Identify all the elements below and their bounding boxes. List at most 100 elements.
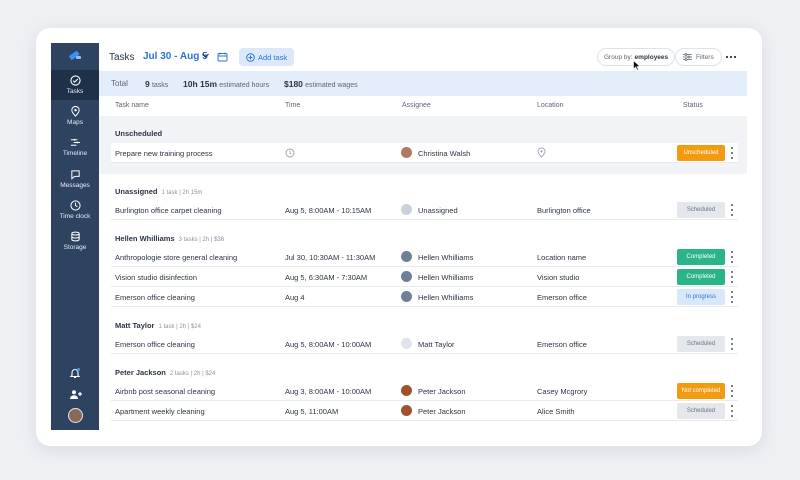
- check-circle-icon: [69, 75, 81, 86]
- row-menu-button[interactable]: [728, 147, 736, 159]
- status-badge[interactable]: In progress: [677, 289, 725, 305]
- clock-icon[interactable]: [285, 148, 295, 158]
- profile-button[interactable]: [65, 405, 85, 425]
- row-menu-button[interactable]: [728, 204, 736, 216]
- table-row[interactable]: Anthropologie store general cleaning Jul…: [111, 247, 738, 267]
- task-time: Aug 4: [285, 293, 305, 302]
- task-location: Casey Mcgrory: [537, 387, 588, 396]
- assignee-name: Peter Jackson: [418, 387, 466, 396]
- row-menu-button[interactable]: [728, 405, 736, 417]
- window-frame: Tasks Maps Timeline Messages Time clock …: [36, 28, 762, 446]
- column-header-status[interactable]: Status: [683, 102, 703, 109]
- main-panel: Tasks Jul 30 - Aug 5 Add task Group by: …: [99, 43, 747, 430]
- bell-icon: [69, 367, 81, 379]
- column-header-assignee[interactable]: Assignee: [402, 102, 431, 109]
- task-location: Emerson office: [537, 340, 587, 349]
- location-pin-icon[interactable]: [537, 147, 546, 158]
- avatar: [67, 407, 83, 423]
- avatar: [401, 271, 412, 282]
- chevron-down-icon[interactable]: [201, 51, 210, 60]
- table-row[interactable]: Emerson office cleaning Aug 5, 8:00AM - …: [111, 334, 738, 354]
- avatar: [401, 385, 412, 396]
- sidebar-item-tasks[interactable]: Tasks: [51, 70, 99, 100]
- task-time: Aug 3, 8:00AM - 10:00AM: [285, 387, 372, 396]
- status-badge[interactable]: Not completed: [677, 383, 725, 399]
- map-pin-icon: [70, 106, 80, 117]
- assignee-name: Christina Walsh: [418, 149, 471, 158]
- table-row[interactable]: Emerson office cleaning Aug 4 Hellen Whi…: [111, 287, 738, 307]
- add-user-icon: [69, 389, 82, 399]
- sidebar-item-time-clock[interactable]: Time clock: [51, 195, 99, 225]
- column-header-time[interactable]: Time: [285, 102, 301, 109]
- row-menu-button[interactable]: [728, 271, 736, 283]
- table-row[interactable]: Apartment weekly cleaning Aug 5, 11:00AM…: [111, 401, 738, 421]
- row-menu-button[interactable]: [728, 291, 736, 303]
- task-time: Aug 5, 8:00AM - 10:15AM: [285, 206, 372, 215]
- sidebar-item-messages[interactable]: Messages: [51, 164, 99, 194]
- database-icon: [70, 231, 80, 242]
- task-location: Location name: [537, 253, 587, 262]
- status-badge[interactable]: Completed: [677, 269, 725, 285]
- more-horizontal-icon[interactable]: [725, 52, 737, 62]
- row-menu-button[interactable]: [728, 338, 736, 350]
- group-unassigned: Unassigned 1 task | 2h 15m: [99, 174, 747, 203]
- table-header: Task name Time Assignee Location Status: [99, 96, 747, 116]
- assignee-name: Unassigned: [418, 206, 458, 215]
- task-location: Alice Smith: [537, 407, 575, 416]
- table-row[interactable]: Airbnb post seasonal cleaning Aug 3, 8:0…: [111, 381, 738, 401]
- group-peter-jackson: Peter Jackson 2 tasks | 2h | $24: [99, 355, 747, 384]
- calendar-icon[interactable]: [217, 52, 228, 62]
- table-row[interactable]: Burlington office carpet cleaning Aug 5,…: [111, 200, 738, 220]
- message-icon: [70, 170, 80, 180]
- notifications-button[interactable]: [65, 363, 85, 383]
- sidebar-item-timeline[interactable]: Timeline: [51, 132, 99, 162]
- sidebar-item-maps[interactable]: Maps: [51, 101, 99, 131]
- toolbar: Tasks Jul 30 - Aug 5 Add task Group by: …: [99, 43, 747, 71]
- column-header-task[interactable]: Task name: [115, 102, 149, 109]
- page-title: Tasks: [109, 52, 135, 63]
- group-by-value: employees: [634, 53, 669, 61]
- date-range-selector[interactable]: Jul 30 - Aug 5: [143, 51, 208, 62]
- team-button[interactable]: [65, 384, 85, 404]
- sidebar-item-storage[interactable]: Storage: [51, 226, 99, 256]
- avatar: [401, 147, 412, 158]
- task-name: Vision studio disinfection: [115, 273, 197, 282]
- sidebar-item-label: Tasks: [66, 88, 84, 95]
- sliders-icon: [683, 53, 692, 61]
- add-task-button[interactable]: Add task: [239, 48, 295, 66]
- status-badge[interactable]: Scheduled: [677, 403, 725, 419]
- row-menu-button[interactable]: [728, 251, 736, 263]
- sidebar-item-label: Maps: [67, 119, 83, 126]
- status-badge[interactable]: Scheduled: [677, 202, 725, 218]
- sidebar-item-label: Storage: [63, 244, 87, 251]
- task-name: Burlington office carpet cleaning: [115, 206, 222, 215]
- summary-tasks: 9 tasks: [145, 78, 169, 89]
- sidebar-item-label: Timeline: [62, 150, 88, 157]
- app: Tasks Maps Timeline Messages Time clock …: [51, 43, 747, 430]
- status-badge[interactable]: Completed: [677, 249, 725, 265]
- mouse-cursor-icon: [633, 60, 641, 71]
- group-name: Unscheduled: [115, 129, 163, 138]
- summary-bar: Total 9 tasks 10h 15m estimated hours $1…: [99, 71, 747, 96]
- sidebar-item-label: Time clock: [59, 213, 91, 220]
- clock-icon: [69, 200, 81, 211]
- group-name: Unassigned 1 task | 2h 15m: [115, 187, 203, 196]
- task-name: Anthropologie store general cleaning: [115, 253, 238, 262]
- assignee-name: Hellen Whilliams: [418, 273, 474, 282]
- status-badge[interactable]: Scheduled: [677, 336, 725, 352]
- task-location: Emerson office: [537, 293, 587, 302]
- task-time: Aug 5, 11:00AM: [285, 407, 339, 416]
- assignee-name: Peter Jackson: [418, 407, 466, 416]
- task-time: Jul 30, 10:30AM - 11:30AM: [285, 253, 376, 262]
- status-badge[interactable]: Unscheduled: [677, 145, 725, 161]
- assignee-name: Matt Taylor: [418, 340, 455, 349]
- column-header-location[interactable]: Location: [537, 102, 564, 109]
- table-row[interactable]: Vision studio disinfection Aug 5, 6:30AM…: [111, 267, 738, 287]
- avatar: [401, 251, 412, 262]
- filters-button[interactable]: Filters: [675, 48, 722, 66]
- plus-circle-icon: [246, 52, 255, 62]
- summary-hours: 10h 15m estimated hours: [183, 78, 270, 89]
- summary-total-label: Total: [111, 79, 128, 88]
- table-row[interactable]: Prepare new training process Christina W…: [111, 143, 738, 163]
- row-menu-button[interactable]: [728, 385, 736, 397]
